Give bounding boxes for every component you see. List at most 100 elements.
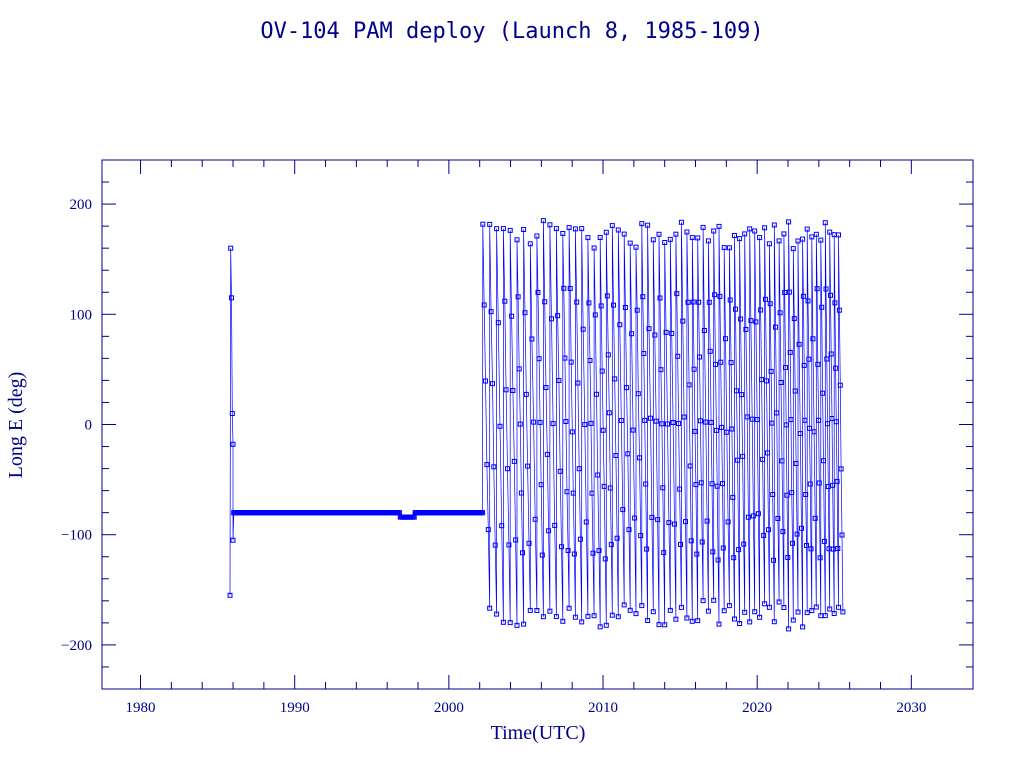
- data-point: [655, 517, 661, 523]
- data-point: [662, 622, 668, 628]
- data-point: [542, 299, 548, 305]
- data-point: [537, 419, 543, 425]
- data-point: [716, 223, 722, 229]
- data-point: [585, 235, 591, 241]
- data-point: [649, 514, 655, 520]
- data-point: [700, 598, 706, 604]
- data-point: [531, 419, 537, 425]
- data-point: [502, 298, 508, 304]
- data-point: [613, 453, 619, 458]
- data-point: [663, 329, 669, 335]
- data-point: [480, 510, 486, 516]
- data-point: [828, 351, 834, 357]
- data-point: [814, 286, 820, 292]
- series-line: [229, 220, 844, 629]
- data-point: [507, 227, 513, 233]
- data-point: [627, 607, 633, 613]
- data-point: [606, 410, 612, 416]
- data-point: [835, 546, 841, 551]
- data-point: [786, 626, 792, 632]
- data-point: [590, 550, 596, 556]
- data-point: [487, 605, 493, 611]
- data-point: [480, 221, 486, 227]
- data-point: [737, 236, 743, 242]
- data-point: [572, 614, 578, 620]
- data-point: [638, 533, 644, 539]
- data-point: [822, 220, 828, 226]
- data-point: [693, 482, 699, 488]
- data-point: [795, 238, 801, 244]
- y-axis-label: Long E (deg): [5, 372, 27, 479]
- data-point: [817, 555, 823, 561]
- data-point: [743, 327, 749, 332]
- data-point: [550, 421, 556, 427]
- data-point: [505, 466, 510, 472]
- data-point: [760, 456, 766, 462]
- data-point: [604, 293, 610, 299]
- data-point: [565, 548, 571, 553]
- data-point: [612, 376, 618, 382]
- data-point: [527, 607, 533, 613]
- data-point: [673, 616, 679, 622]
- data-point: [643, 481, 649, 487]
- data-point: [620, 507, 626, 513]
- data-point: [228, 245, 234, 251]
- data-point: [827, 606, 833, 612]
- data-point: [792, 388, 798, 394]
- data-point: [822, 613, 828, 619]
- y-tick-label: −200: [61, 638, 92, 654]
- data-point: [691, 366, 697, 372]
- data-point: [583, 519, 589, 525]
- data-point: [591, 613, 597, 619]
- data-point: [716, 621, 722, 627]
- data-point: [572, 226, 578, 232]
- data-point: [808, 546, 814, 552]
- x-axis-label: Time(UTC): [491, 722, 586, 744]
- data-point: [227, 592, 233, 598]
- data-point: [800, 236, 806, 242]
- data-point: [503, 387, 509, 393]
- data-point: [566, 605, 572, 611]
- data-point: [680, 318, 686, 324]
- data-point: [701, 328, 707, 333]
- data-point: [827, 229, 833, 235]
- data-point: [766, 241, 772, 247]
- data-point: [603, 622, 609, 628]
- data-point: [673, 231, 679, 237]
- data-point: [677, 486, 683, 492]
- data-point: [662, 240, 668, 245]
- data-point: [492, 542, 498, 548]
- data-point: [645, 222, 651, 228]
- data-point: [783, 365, 788, 370]
- data-point: [597, 235, 603, 240]
- data-point: [685, 299, 691, 305]
- y-tick-label: 200: [70, 197, 93, 213]
- data-point: [672, 521, 677, 527]
- data-point: [534, 608, 540, 613]
- data-point: [733, 306, 738, 312]
- data-point: [518, 490, 524, 496]
- data-point: [764, 378, 769, 384]
- data-point: [547, 608, 553, 614]
- data-point: [625, 451, 631, 457]
- data-point: [762, 601, 768, 607]
- data-point: [526, 540, 532, 546]
- data-point: [487, 221, 493, 227]
- data-point: [525, 463, 531, 469]
- data-point: [828, 292, 833, 298]
- data-point: [721, 245, 727, 251]
- x-tick-label: 2010: [588, 700, 618, 716]
- data-point: [632, 515, 638, 521]
- data-point: [490, 381, 495, 387]
- data-point: [832, 300, 838, 306]
- y-tick-label: 0: [85, 418, 93, 434]
- data-point: [650, 609, 656, 615]
- data-point: [788, 417, 794, 423]
- data-point: [728, 360, 734, 366]
- data-point: [755, 511, 761, 517]
- data-point: [775, 516, 781, 521]
- data-point: [642, 417, 648, 423]
- x-tick-label: 1990: [280, 700, 310, 716]
- data-point: [745, 514, 751, 520]
- data-point: [630, 427, 636, 433]
